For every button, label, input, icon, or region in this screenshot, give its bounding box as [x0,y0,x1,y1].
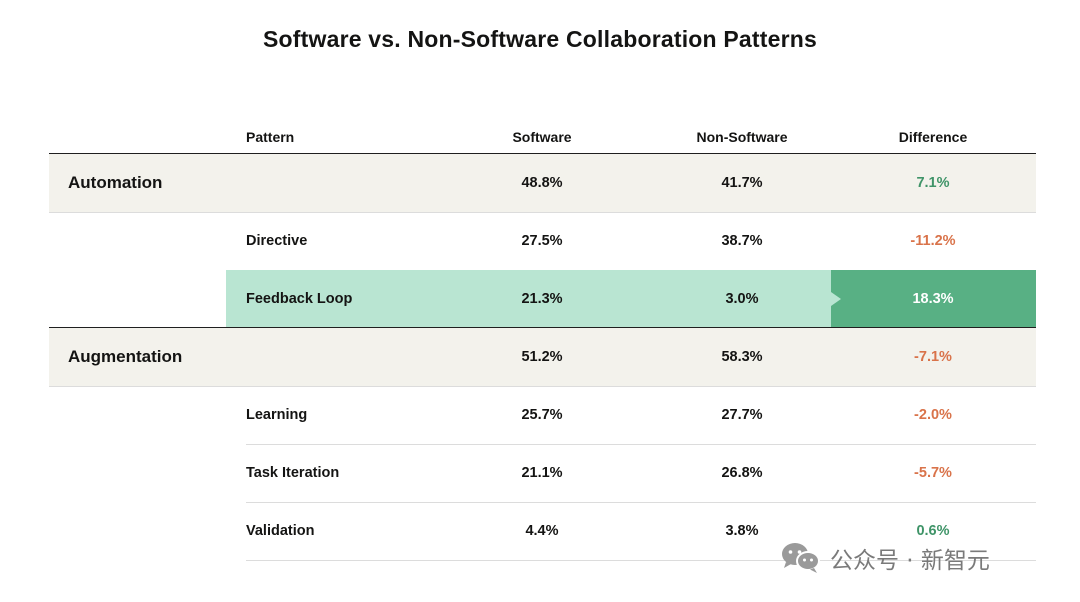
non-software-value: 27.7% [721,407,763,423]
group-row: Augmentation 51.2% 58.3% -7.1% [0,328,1080,386]
row-divider [49,212,1036,213]
non-software-value: 3.0% [725,291,759,307]
pattern-label: Feedback Loop [246,291,353,307]
difference-value: -11.2% [910,233,956,249]
pattern-label: Validation [246,523,315,539]
header-divider [49,153,1036,155]
pattern-label: Learning [246,407,308,423]
watermark: 公众号 · 新智元 [780,540,990,576]
table-row: Learning 25.7% 27.7% -2.0% [0,386,1080,444]
table-row: Task Iteration 21.1% 26.8% -5.7% [0,444,1080,502]
pattern-label: Directive [246,233,308,249]
group-label: Augmentation [68,347,183,366]
row-divider [49,386,1036,387]
row-divider [49,327,1036,329]
software-value: 4.4% [525,523,559,539]
difference-value: 0.6% [916,523,950,539]
group-row-background [49,328,1036,386]
non-software-value: 41.7% [721,175,763,191]
group-row-background [49,154,1036,212]
software-value: 51.2% [521,349,563,365]
group-label: Automation [68,173,163,192]
row-divider [246,560,1036,561]
col-header-non-software: Non-Software [696,129,788,145]
watermark-text: 公众号 · 新智元 [830,548,990,574]
table-row: Validation 4.4% 3.8% 0.6% [0,502,1080,560]
software-value: 25.7% [521,407,563,423]
difference-value: -7.1% [914,349,952,365]
difference-value: 18.3% [912,291,954,307]
col-header-difference: Difference [898,129,968,145]
difference-value: -5.7% [914,465,952,481]
col-header-software: Software [512,129,572,145]
row-divider [246,502,1036,503]
difference-value: -2.0% [914,407,952,423]
table-row: Directive 27.5% 38.7% -11.2% [0,212,1080,270]
table-row: Feedback Loop 21.3% 3.0% 18.3% [0,270,1080,328]
non-software-value: 58.3% [721,349,763,365]
row-divider [246,444,1036,445]
software-value: 21.3% [521,291,563,307]
non-software-value: 38.7% [721,233,763,249]
col-header-pattern: Pattern [246,129,295,145]
software-value: 21.1% [521,465,563,481]
pattern-label: Task Iteration [246,465,340,481]
non-software-value: 26.8% [721,465,763,481]
highlight-difference-background [831,270,1036,328]
software-value: 48.8% [521,175,563,191]
wechat-icon [780,541,822,575]
non-software-value: 3.8% [725,523,759,539]
difference-value: 7.1% [916,175,950,191]
software-value: 27.5% [521,233,563,249]
group-row: Automation 48.8% 41.7% 7.1% [0,154,1080,212]
chart-title: Software vs. Non-Software Collaboration … [262,26,818,52]
